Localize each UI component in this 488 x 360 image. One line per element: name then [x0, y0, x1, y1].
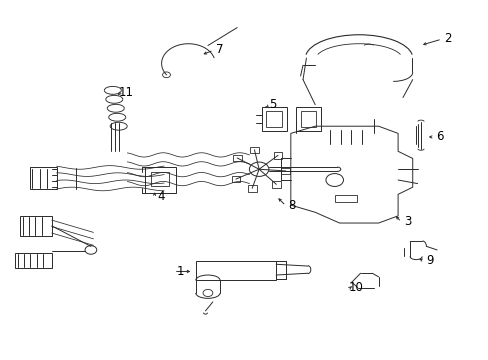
Bar: [232, 155, 241, 161]
Text: 10: 10: [347, 281, 363, 294]
Bar: [266, 111, 282, 127]
Bar: [261, 107, 286, 131]
Text: 2: 2: [444, 32, 451, 45]
Bar: [334, 195, 356, 202]
Bar: [247, 185, 256, 192]
Text: 7: 7: [216, 42, 224, 55]
Bar: [249, 147, 258, 153]
Text: 11: 11: [119, 86, 134, 99]
Text: 5: 5: [268, 98, 276, 111]
Text: 6: 6: [435, 130, 443, 144]
Bar: [15, 253, 52, 268]
Bar: [144, 167, 176, 193]
Bar: [281, 168, 290, 174]
Bar: [30, 167, 57, 189]
Bar: [20, 216, 52, 235]
Text: 1: 1: [176, 265, 183, 278]
Text: 9: 9: [425, 254, 433, 267]
Bar: [151, 172, 169, 186]
Bar: [273, 152, 282, 158]
Text: 8: 8: [288, 199, 295, 212]
Bar: [195, 261, 276, 280]
Bar: [271, 181, 280, 188]
Text: 4: 4: [157, 190, 164, 203]
Bar: [295, 107, 321, 131]
Text: 3: 3: [404, 215, 411, 228]
Bar: [300, 111, 316, 127]
Bar: [231, 176, 240, 182]
